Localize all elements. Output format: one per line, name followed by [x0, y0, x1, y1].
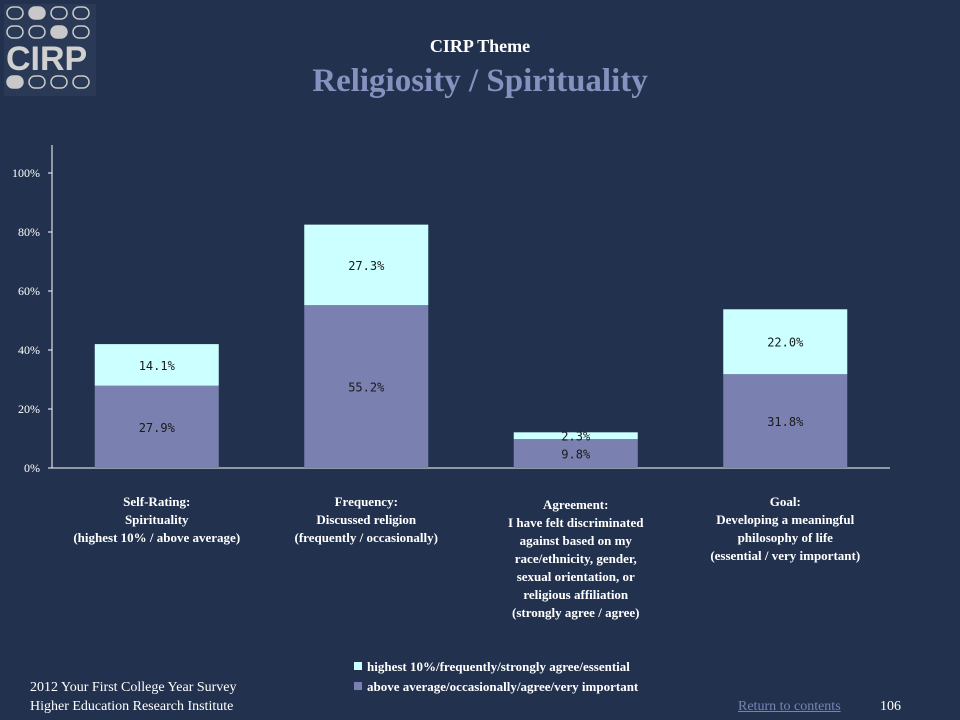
category-label: Goal: Developing a meaningful philosophy… — [710, 494, 861, 563]
data-label: 22.0% — [767, 336, 804, 350]
legend-item-bottom: above average/occasionally/agree/very im… — [354, 679, 638, 695]
y-tick-label: 100% — [12, 166, 40, 180]
y-tick-label: 80% — [18, 225, 40, 239]
bar-segment — [94, 385, 219, 468]
footer-institute: Higher Education Research Institute — [30, 699, 234, 714]
logo-text: CIRP — [6, 40, 87, 78]
category-label: Frequency: Discussed religion (frequentl… — [294, 494, 438, 545]
legend-label-bottom: above average/occasionally/agree/very im… — [367, 679, 639, 694]
bar-segment — [304, 305, 429, 468]
data-label: 27.3% — [348, 259, 385, 273]
return-to-contents-link[interactable]: Return to contents — [738, 699, 841, 714]
data-label: 14.1% — [139, 359, 176, 373]
category-label: Agreement: I have felt discriminated aga… — [508, 497, 644, 620]
data-label: 2.3% — [561, 430, 591, 444]
category-label: Self-Rating: Spirituality (highest 10% /… — [73, 494, 241, 545]
data-label: 9.8% — [561, 448, 591, 462]
bar-segment — [513, 432, 638, 440]
stacked-bar-chart: 0% 20% 40% 60% 80% 100% 27.9% 14.1% 55.2% 27.3% 9.… — [12, 145, 890, 475]
y-tick-label: 40% — [18, 343, 40, 357]
theme-label: CIRP Theme — [429, 36, 531, 56]
legend-item-top: highest 10%/frequently/strongly agree/es… — [354, 659, 630, 675]
cirp-logo: CIRP — [4, 4, 96, 96]
legend-label-top: highest 10%/frequently/strongly agree/es… — [367, 659, 630, 674]
legend-swatch-bottom — [354, 682, 362, 690]
page-number: 106 — [880, 699, 901, 714]
data-label: 27.9% — [139, 421, 176, 435]
page-title: Religiosity / Spirituality — [312, 63, 648, 99]
bar-segment — [723, 309, 848, 375]
bar-segment — [304, 224, 429, 306]
y-tick-label: 20% — [18, 402, 40, 416]
bar-segment — [723, 374, 848, 468]
y-tick-label: 0% — [24, 461, 40, 475]
legend-swatch-top — [354, 662, 362, 670]
bar-segment — [513, 439, 638, 468]
footer-survey: 2012 Your First College Year Survey — [30, 680, 237, 695]
data-label: 31.8% — [767, 415, 804, 429]
bar-segment — [94, 344, 219, 386]
y-tick-label: 60% — [18, 284, 40, 298]
data-label: 55.2% — [348, 381, 385, 395]
